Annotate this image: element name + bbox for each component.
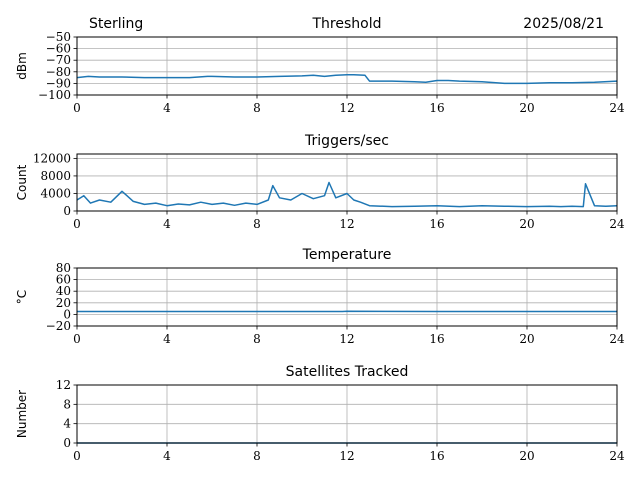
x-tick-label: 4	[163, 101, 171, 115]
x-tick-label: 16	[429, 217, 444, 231]
y-axis-label: Number	[15, 390, 29, 438]
y-tick-label: −20	[46, 319, 71, 333]
chart-panel-3: 0 4 8 12 16 20 24 0 4 8 12 Satellites Tracked Number	[15, 364, 625, 463]
x-tick-label: 12	[339, 332, 354, 346]
y-tick-label: 60	[56, 273, 71, 287]
y-tick-label: −90	[46, 76, 71, 90]
y-tick-label: 4000	[40, 186, 71, 200]
y-tick-label: 12000	[33, 151, 71, 165]
x-tick-label: 20	[519, 101, 534, 115]
series-line-0	[76, 73, 618, 85]
chart-title: Temperature	[302, 247, 392, 263]
x-tick-label: 0	[73, 217, 81, 231]
x-tick-label: 24	[609, 449, 625, 463]
x-tick-label: 4	[163, 217, 171, 231]
x-tick-label: 16	[429, 332, 444, 346]
x-tick-label: 4	[163, 332, 171, 346]
x-tick-label: 4	[163, 449, 171, 463]
x-tick-label: 16	[429, 449, 444, 463]
chart-title: Satellites Tracked	[286, 364, 409, 380]
x-tick-label: 0	[73, 332, 81, 346]
x-tick-label: 8	[253, 332, 261, 346]
x-tick-label: 12	[339, 217, 354, 231]
y-tick-label: 0	[63, 204, 71, 218]
chart-title: Triggers/sec	[304, 133, 389, 149]
station-label: Sterling	[89, 16, 143, 32]
chart-title: Threshold	[312, 16, 382, 32]
x-tick-label: 0	[73, 449, 81, 463]
x-tick-label: 8	[253, 101, 261, 115]
chart-panel-1: 0 4 8 12 16 20 24 0 4000 8000 12000 Triggers/sec Cou…	[15, 133, 625, 231]
x-tick-label: 12	[339, 449, 354, 463]
y-tick-label: −60	[46, 42, 71, 56]
y-tick-label: −100	[38, 88, 71, 102]
y-tick-label: 20	[56, 296, 71, 310]
series-line-0	[76, 181, 618, 208]
x-tick-label: 16	[429, 101, 444, 115]
y-tick-label: 40	[56, 284, 71, 298]
y-tick-label: 0	[63, 307, 71, 321]
x-tick-label: 24	[609, 332, 625, 346]
y-tick-label: 8000	[40, 169, 71, 183]
y-tick-label: −50	[46, 30, 71, 44]
y-tick-label: −80	[46, 65, 71, 79]
x-tick-label: 0	[73, 101, 81, 115]
y-tick-label: −70	[46, 53, 71, 67]
x-tick-label: 8	[253, 449, 261, 463]
x-tick-label: 12	[339, 101, 354, 115]
x-tick-label: 8	[253, 217, 261, 231]
y-tick-label: 0	[63, 436, 71, 450]
x-tick-label: 20	[519, 217, 534, 231]
x-tick-label: 20	[519, 449, 534, 463]
y-tick-label: 80	[56, 261, 71, 275]
x-tick-label: 20	[519, 332, 534, 346]
x-tick-label: 24	[609, 217, 625, 231]
date-label: 2025/08/21	[523, 16, 604, 32]
y-tick-label: 12	[56, 378, 71, 392]
y-axis-label: Count	[15, 164, 29, 200]
y-tick-label: 8	[63, 397, 71, 411]
y-tick-label: 4	[63, 417, 71, 431]
y-axis-label: dBm	[15, 52, 29, 80]
x-tick-label: 24	[609, 101, 625, 115]
chart-panel-0: 0 4 8 12 16 20 24 −100−90−80−70−60−50 Threshold d…	[15, 16, 625, 115]
chart-panels: 0 4 8 12 16 20 24 −100−90−80−70−60−50 Threshold d…	[15, 16, 625, 463]
y-axis-label: °C	[15, 290, 29, 304]
